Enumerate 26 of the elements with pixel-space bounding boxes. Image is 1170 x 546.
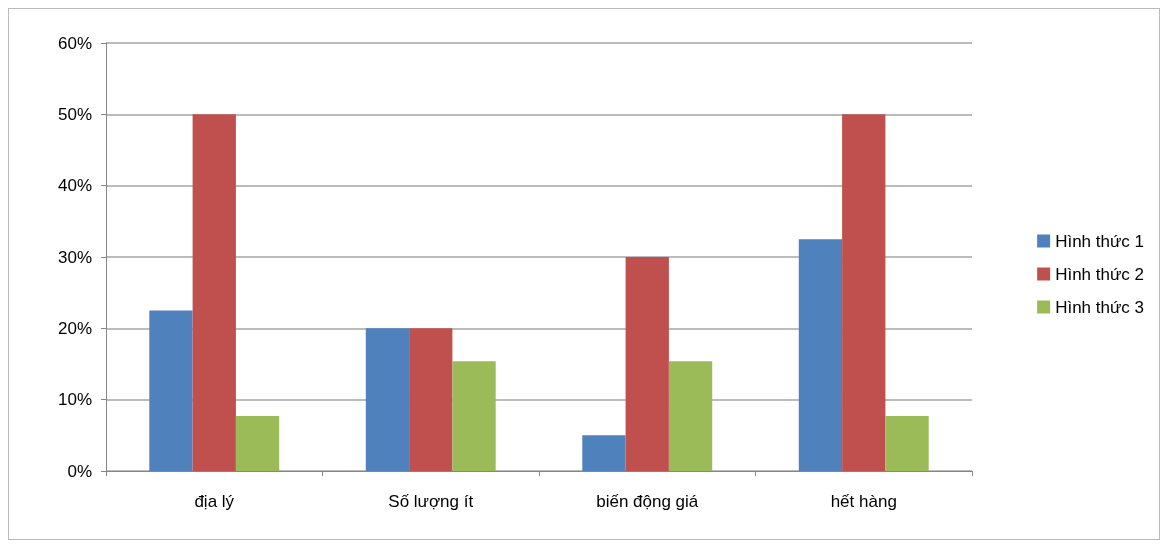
y-tick-label: 0% (67, 461, 92, 481)
legend-label: Hình thức 2 (1055, 264, 1145, 284)
legend-label: Hình thức 1 (1055, 231, 1145, 251)
bar (149, 310, 193, 471)
bar (668, 361, 713, 471)
bar (235, 416, 280, 471)
bar (842, 114, 886, 471)
bar (452, 361, 496, 471)
y-tick-label: 30% (57, 247, 92, 267)
x-tick-label: địa lý (194, 492, 235, 511)
y-tick-label: 40% (57, 176, 92, 196)
bar (582, 435, 626, 471)
bar (625, 257, 669, 471)
y-tick-label: 60% (57, 33, 92, 53)
bar (798, 239, 843, 471)
y-tick-label: 10% (57, 390, 92, 410)
y-tick-label: 50% (57, 104, 92, 124)
bar (885, 416, 929, 471)
bar (365, 328, 410, 471)
x-tick-label: Số lượng ít (388, 492, 474, 511)
y-tick-label: 20% (57, 318, 92, 338)
x-tick-label: biến động giá (596, 492, 699, 511)
bar (409, 328, 453, 471)
x-tick-label: hết hàng (830, 492, 897, 511)
bar (192, 114, 236, 471)
legend-label: Hình thức 3 (1055, 297, 1145, 317)
